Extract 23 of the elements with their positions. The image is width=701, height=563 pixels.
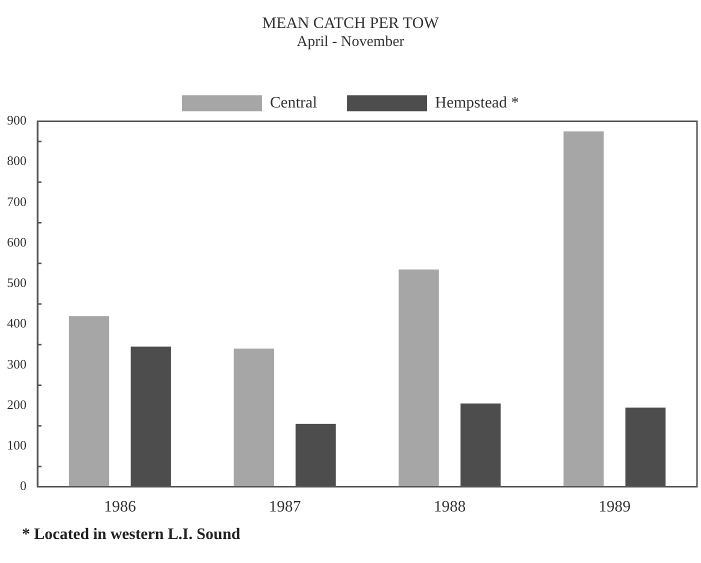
y-tick-label: 900 [7,112,26,128]
bar [398,269,439,487]
y-tick-label: 800 [7,153,26,168]
y-tick-label: 600 [7,234,26,250]
text: * Located in western L.I. Sound [22,526,240,544]
legend-label: Central [270,94,318,112]
bar [68,316,110,487]
y-tick-label: 300 [7,356,26,372]
y-tick-label: 500 [7,275,26,290]
y-tick-label: 200 [7,396,26,412]
x-tick-label: 1987 [268,498,301,516]
x-tick-label: 1989 [598,498,631,516]
chart-title: MEAN CATCH PER TOW [262,14,440,32]
chart-subtitle: April - November [296,34,404,50]
y-tick-label: 700 [7,194,26,209]
y-tick-label: 400 [7,316,26,331]
bar [564,131,604,487]
x-tick-label: 1986 [104,498,136,516]
y-tick-label: 0 [20,478,26,494]
bar [234,348,274,487]
legend-label: Hempstead * [435,94,520,112]
x-tick-label: 1988 [434,498,466,516]
y-tick-label: 100 [7,438,26,453]
